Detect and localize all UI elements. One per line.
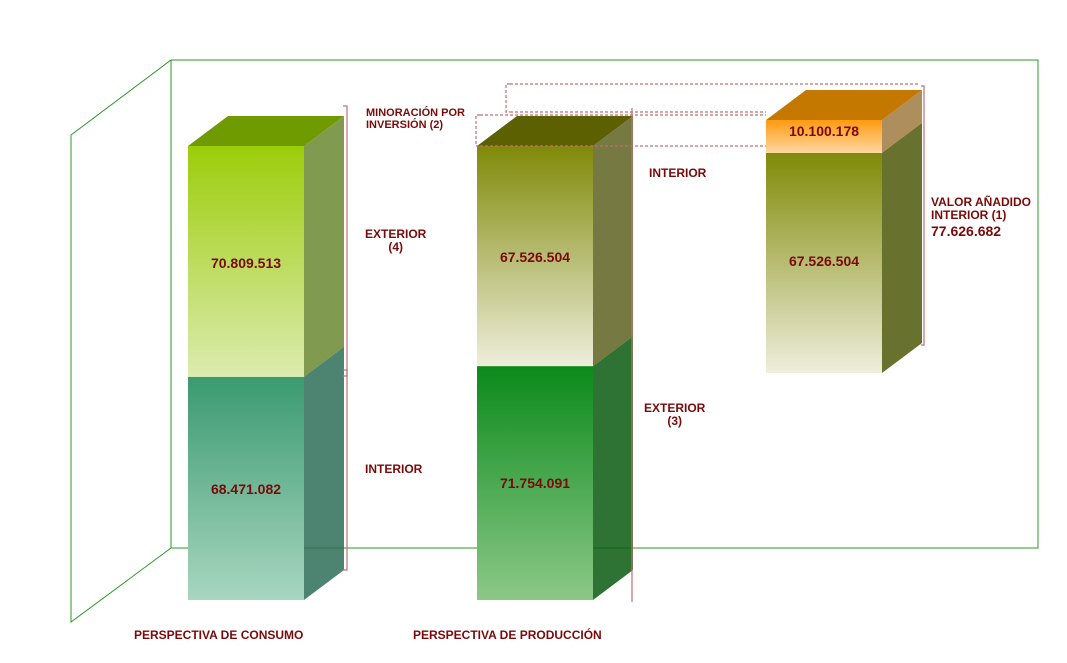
- annotation-valor-anadido-total: 77.626.682: [931, 223, 1002, 239]
- bar-segment: [477, 366, 593, 600]
- bracket-valor-anadido: [921, 85, 925, 346]
- bar-side: [593, 116, 633, 367]
- segment-label-exterior-3: EXTERIOR (3): [644, 401, 706, 428]
- bracket-interior-consumo: [343, 369, 348, 571]
- bar-side: [304, 346, 344, 600]
- value-label: 68.471.082: [210, 481, 282, 497]
- annotation-minoracion: MINORACIÓN POR INVERSIÓN (2): [366, 107, 465, 131]
- bar-segment: [766, 119, 882, 153]
- segment-label-interior: INTERIOR: [649, 166, 707, 180]
- segment-label-interior: INTERIOR: [365, 462, 423, 476]
- bar-segment: [477, 146, 593, 367]
- bracket-exterior-4: [343, 105, 348, 377]
- value-label: 67.526.504: [499, 249, 571, 265]
- bar-side: [882, 89, 922, 153]
- bracket-minoracion: [475, 114, 480, 147]
- annotation-valor-anadido: VALOR AÑADIDO INTERIOR (1): [931, 195, 1031, 222]
- bar-side: [593, 336, 633, 600]
- value-label: 67.526.504: [788, 253, 860, 269]
- brackets: [343, 83, 925, 602]
- bar-segment: [766, 152, 882, 373]
- bar-top: [766, 89, 922, 120]
- category-label: PERSPECTIVA DE PRODUCCIÓN: [413, 628, 602, 642]
- bar-segment: [188, 376, 304, 600]
- value-label: 10.100.178: [788, 123, 860, 139]
- bar-segment: [188, 146, 304, 377]
- bar-side: [882, 122, 922, 373]
- bar-top: [477, 116, 633, 146]
- side-wall: [70, 59, 172, 623]
- bracket-diff-top: [505, 83, 510, 113]
- value-label: 71.754.091: [499, 475, 571, 491]
- bar-side: [304, 116, 344, 377]
- category-label: PERSPECTIVA DE CONSUMO: [134, 628, 304, 642]
- value-label: 70.809.513: [210, 255, 282, 271]
- bar-top: [188, 116, 344, 146]
- segment-label-exterior-4: EXTERIOR (4): [365, 227, 427, 254]
